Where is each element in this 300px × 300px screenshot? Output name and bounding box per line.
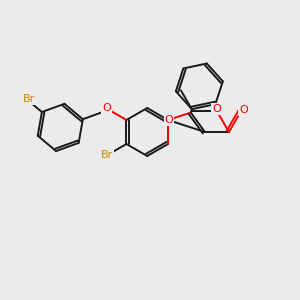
Text: O: O [240,105,248,115]
Text: O: O [165,115,173,125]
Text: O: O [102,103,111,113]
Text: Br: Br [23,94,35,104]
Text: Br: Br [101,150,113,160]
Text: O: O [213,104,221,114]
